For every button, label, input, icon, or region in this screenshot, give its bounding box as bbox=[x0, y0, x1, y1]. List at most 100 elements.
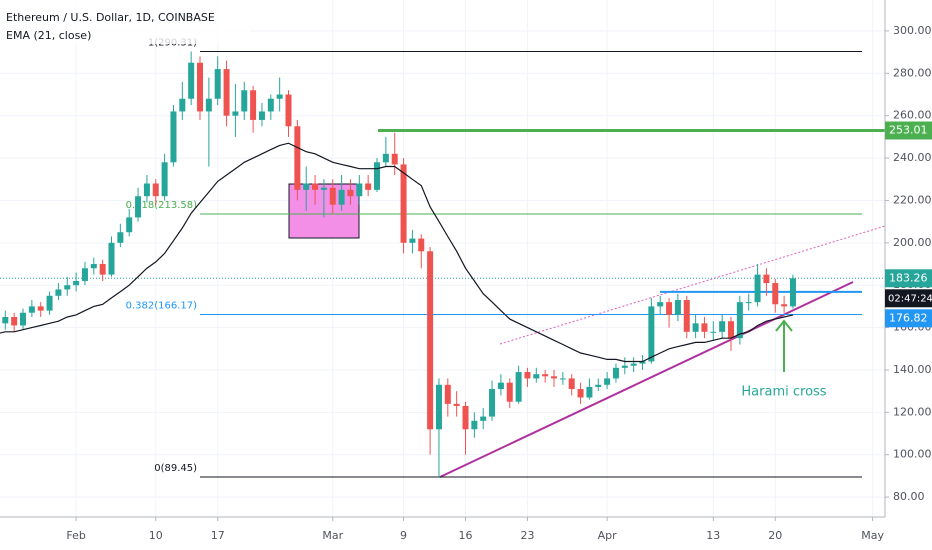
candle-body bbox=[232, 111, 239, 116]
candle-body bbox=[666, 302, 673, 315]
y-tick-label: 280.00 bbox=[893, 66, 932, 79]
candle-body bbox=[108, 242, 115, 275]
candle-body bbox=[117, 232, 124, 243]
candle-body bbox=[400, 164, 407, 243]
candle-body bbox=[179, 98, 186, 112]
y-tick-label: 120.00 bbox=[893, 405, 932, 418]
candle-body bbox=[480, 416, 487, 421]
candle-body bbox=[46, 295, 53, 311]
candle-body bbox=[188, 62, 195, 99]
candle-body bbox=[533, 374, 540, 379]
candle-body bbox=[81, 268, 88, 281]
candle-body bbox=[639, 361, 646, 364]
candle-body bbox=[356, 183, 363, 197]
x-tick-label: 20 bbox=[768, 529, 782, 542]
candle-body bbox=[250, 90, 257, 120]
candle-body bbox=[11, 316, 18, 326]
candle-body bbox=[320, 187, 327, 190]
candle-body bbox=[152, 183, 159, 197]
candle-body bbox=[789, 278, 796, 307]
candle-body bbox=[241, 90, 248, 112]
resistance-price-bg bbox=[885, 121, 932, 140]
y-tick-label: 200.00 bbox=[893, 236, 932, 249]
x-tick-label: 17 bbox=[211, 529, 225, 542]
last-price: 183.26 bbox=[889, 271, 928, 284]
candle-body bbox=[223, 69, 230, 116]
candle-body bbox=[551, 376, 558, 379]
candle-body bbox=[515, 372, 522, 402]
candle-body bbox=[64, 285, 71, 290]
y-tick-label: 220.00 bbox=[893, 193, 932, 206]
y-tick-label: 140.00 bbox=[893, 363, 932, 376]
candle-body bbox=[781, 304, 788, 307]
level-price: 176.82 bbox=[889, 311, 928, 324]
candle-body bbox=[73, 280, 80, 286]
candle-body bbox=[453, 403, 460, 406]
fib-label: 0(89.45) bbox=[154, 463, 197, 474]
candle-body bbox=[161, 162, 168, 197]
candle-body bbox=[719, 321, 726, 332]
candle-body bbox=[568, 378, 575, 390]
fib-label: 0.618(213.58) bbox=[126, 200, 198, 211]
candle-body bbox=[701, 323, 708, 332]
candle-body bbox=[20, 312, 27, 326]
candle-body bbox=[772, 283, 779, 305]
x-tick-label: Mar bbox=[322, 529, 343, 542]
candle-body bbox=[586, 386, 593, 398]
legend-bg bbox=[0, 0, 250, 44]
annotation: Harami cross bbox=[741, 385, 826, 400]
candle-body bbox=[595, 384, 602, 387]
candle-body bbox=[577, 389, 584, 398]
candle-body bbox=[427, 251, 434, 430]
x-tick-label: May bbox=[861, 529, 884, 542]
candle-body bbox=[2, 316, 9, 324]
candle-body bbox=[135, 196, 142, 218]
candle-body bbox=[329, 187, 336, 205]
x-tick-label: 10 bbox=[149, 529, 163, 542]
candle-body bbox=[604, 378, 611, 385]
candle-body bbox=[418, 238, 425, 252]
x-tick-label: Feb bbox=[66, 529, 85, 542]
candle-body bbox=[648, 306, 655, 362]
candle-body bbox=[285, 94, 292, 127]
chart-title: Ethereum / U.S. Dollar, 1D, COINBASE bbox=[6, 11, 215, 24]
candle-body bbox=[267, 98, 274, 112]
candle-body bbox=[170, 111, 177, 163]
candle-body bbox=[542, 374, 549, 377]
candle-body bbox=[28, 306, 35, 313]
candle-body bbox=[55, 289, 62, 296]
x-tick-label: 23 bbox=[520, 529, 534, 542]
x-tick-label: 13 bbox=[706, 529, 720, 542]
candle-body bbox=[710, 331, 717, 333]
candle-body bbox=[365, 183, 372, 190]
candle-body bbox=[312, 183, 319, 190]
candle-body bbox=[524, 372, 531, 379]
candle-body bbox=[489, 389, 496, 417]
candle-body bbox=[506, 382, 513, 402]
candle-body bbox=[621, 365, 628, 368]
candle-body bbox=[683, 300, 690, 332]
candle-body bbox=[205, 98, 212, 112]
candle-body bbox=[37, 306, 44, 311]
candle-body bbox=[303, 183, 310, 190]
candle-body bbox=[692, 323, 699, 332]
candle-body bbox=[90, 264, 97, 269]
candle-body bbox=[197, 62, 204, 112]
candle-body bbox=[763, 274, 770, 284]
candle-body bbox=[409, 238, 416, 243]
ema-line bbox=[0, 142, 794, 363]
candle-body bbox=[612, 367, 619, 379]
last-price-bg bbox=[885, 269, 932, 288]
countdown: 02:47:24 bbox=[888, 293, 932, 304]
candle-body bbox=[657, 302, 664, 307]
channel-line bbox=[499, 225, 886, 345]
candle-body bbox=[728, 321, 735, 339]
candle-body bbox=[736, 302, 743, 339]
x-tick-label: Apr bbox=[598, 529, 618, 542]
candle-body bbox=[471, 420, 478, 430]
x-tick-label: 9 bbox=[400, 529, 407, 542]
countdown-bg bbox=[885, 289, 932, 308]
candle-body bbox=[559, 378, 566, 380]
candle-body bbox=[214, 69, 221, 99]
